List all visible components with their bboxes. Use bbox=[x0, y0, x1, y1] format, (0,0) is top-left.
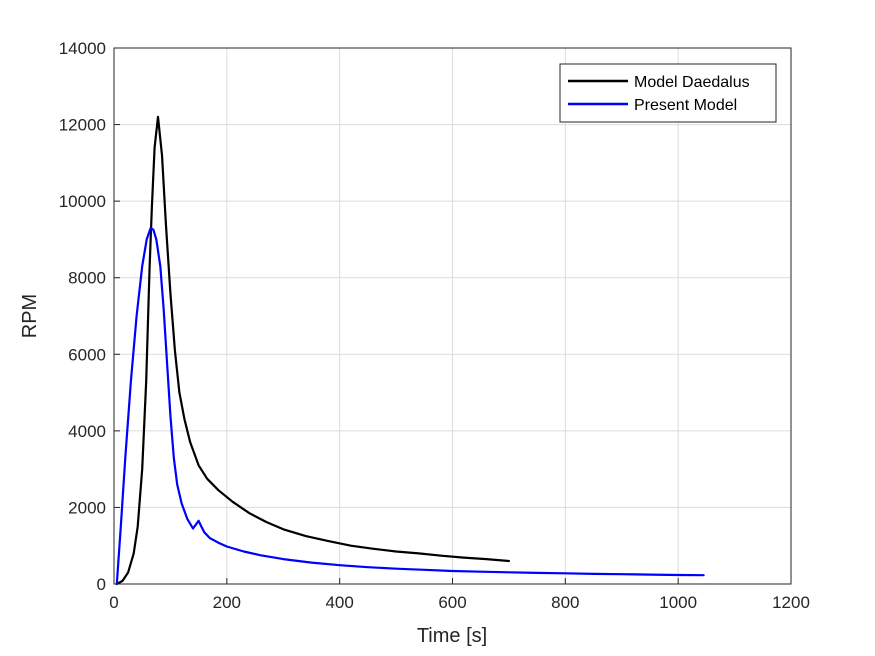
legend: Model Daedalus Present Model bbox=[559, 63, 777, 123]
y-tick-label: 14000 bbox=[59, 39, 106, 58]
y-tick-label: 2000 bbox=[68, 498, 106, 517]
legend-label-present-model: Present Model bbox=[634, 97, 737, 114]
x-tick-label: 1200 bbox=[772, 593, 810, 612]
x-tick-label: 0 bbox=[109, 593, 118, 612]
y-tick-label: 4000 bbox=[68, 422, 106, 441]
x-tick-label: 800 bbox=[551, 593, 579, 612]
y-tick-label: 0 bbox=[97, 575, 106, 594]
y-tick-label: 6000 bbox=[68, 345, 106, 364]
x-tick-label: 200 bbox=[213, 593, 241, 612]
x-tick-label: 400 bbox=[325, 593, 353, 612]
y-tick-label: 10000 bbox=[59, 192, 106, 211]
ticks: 0 200 400 600 800 1000 12000200040006000800010… bbox=[59, 39, 810, 612]
y-tick-label: 12000 bbox=[59, 116, 106, 135]
x-tick-label: 600 bbox=[438, 593, 466, 612]
legend-label-model-daedalus: Model Daedalus bbox=[634, 74, 750, 91]
x-tick-label: 1000 bbox=[659, 593, 697, 612]
series-layer bbox=[115, 115, 705, 586]
y-axis-title: RPM bbox=[19, 294, 41, 338]
y-tick-label: 8000 bbox=[68, 269, 106, 288]
x-axis-title: Time [s] bbox=[417, 625, 487, 647]
series-line-present-model bbox=[115, 226, 705, 586]
legend-box bbox=[559, 63, 777, 123]
series-line-model-daedalus bbox=[115, 115, 510, 586]
